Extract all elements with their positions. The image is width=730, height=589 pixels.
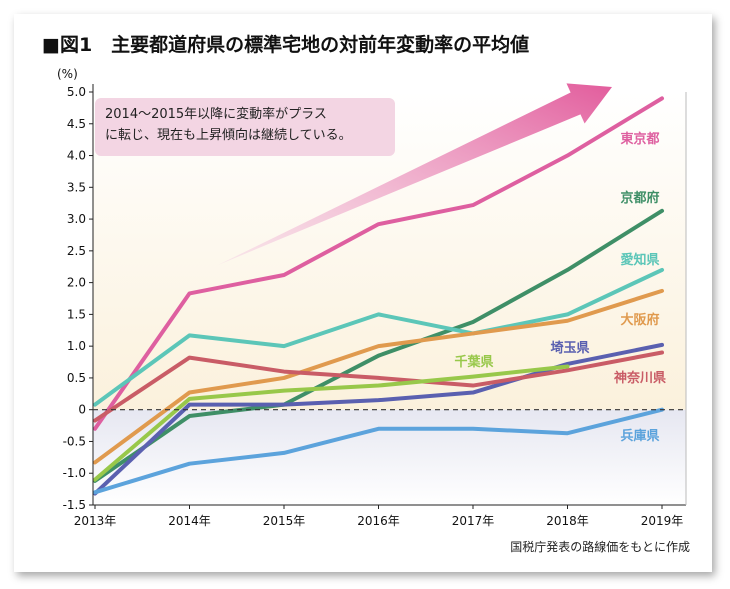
y-tick-label: 4.5 <box>67 117 86 131</box>
callout-line-2: に転じ、現在も上昇傾向は継続している。 <box>105 128 352 143</box>
series-line <box>93 407 664 495</box>
series-label: 愛知県 <box>620 252 659 268</box>
series-line <box>93 342 664 496</box>
negative-band <box>93 409 686 505</box>
chart-title: ■図1 主要都道府県の標準宅地の対前年変動率の平均値 <box>42 34 530 56</box>
y-tick-label: -0.5 <box>63 434 86 448</box>
series-line <box>93 208 664 483</box>
series-line <box>93 288 664 465</box>
series-label: 神奈川県 <box>614 370 666 386</box>
series-label: 千葉県 <box>454 354 493 370</box>
x-tick-label: 2019年 <box>641 514 684 528</box>
x-tick-label: 2018年 <box>546 514 589 528</box>
y-tick-label: 1.0 <box>67 339 86 353</box>
y-tick-label: 0.5 <box>67 371 86 385</box>
y-tick-label: -1.5 <box>63 498 86 512</box>
y-tick-label: 0 <box>78 403 86 417</box>
x-tick-label: 2017年 <box>452 514 495 528</box>
series-label: 大阪府 <box>620 312 659 328</box>
y-tick-label: 3.0 <box>67 212 86 226</box>
series-line <box>93 96 664 431</box>
source-note: 国税庁発表の路線価をもとに作成 <box>510 540 690 554</box>
series-label: 兵庫県 <box>620 428 659 444</box>
y-tick-label: 3.5 <box>67 180 86 194</box>
series-label: 東京都 <box>620 131 659 147</box>
series-label: 京都府 <box>620 190 659 206</box>
y-tick-label: -1.0 <box>63 466 86 480</box>
annotation-callout: 2014〜2015年以降に変動率がプラス に転じ、現在も上昇傾向は継続している。 <box>95 98 395 156</box>
y-tick-label: 2.5 <box>67 244 86 258</box>
y-tick-label: 2.0 <box>67 276 86 290</box>
x-tick-label: 2015年 <box>263 514 306 528</box>
series-line <box>93 267 664 407</box>
x-tick-label: 2013年 <box>74 514 117 528</box>
y-tick-label: 4.0 <box>67 149 86 163</box>
trend-arrow <box>218 83 612 266</box>
y-tick-label: 5.0 <box>67 85 86 99</box>
x-tick-label: 2014年 <box>168 514 211 528</box>
series-line <box>93 364 570 482</box>
series-label: 埼玉県 <box>550 340 589 356</box>
y-axis-label: (%) <box>57 67 78 81</box>
x-tick-label: 2016年 <box>357 514 400 528</box>
y-tick-label: 1.5 <box>67 307 86 321</box>
series-line <box>93 350 664 423</box>
callout-line-1: 2014〜2015年以降に変動率がプラス <box>105 107 327 122</box>
